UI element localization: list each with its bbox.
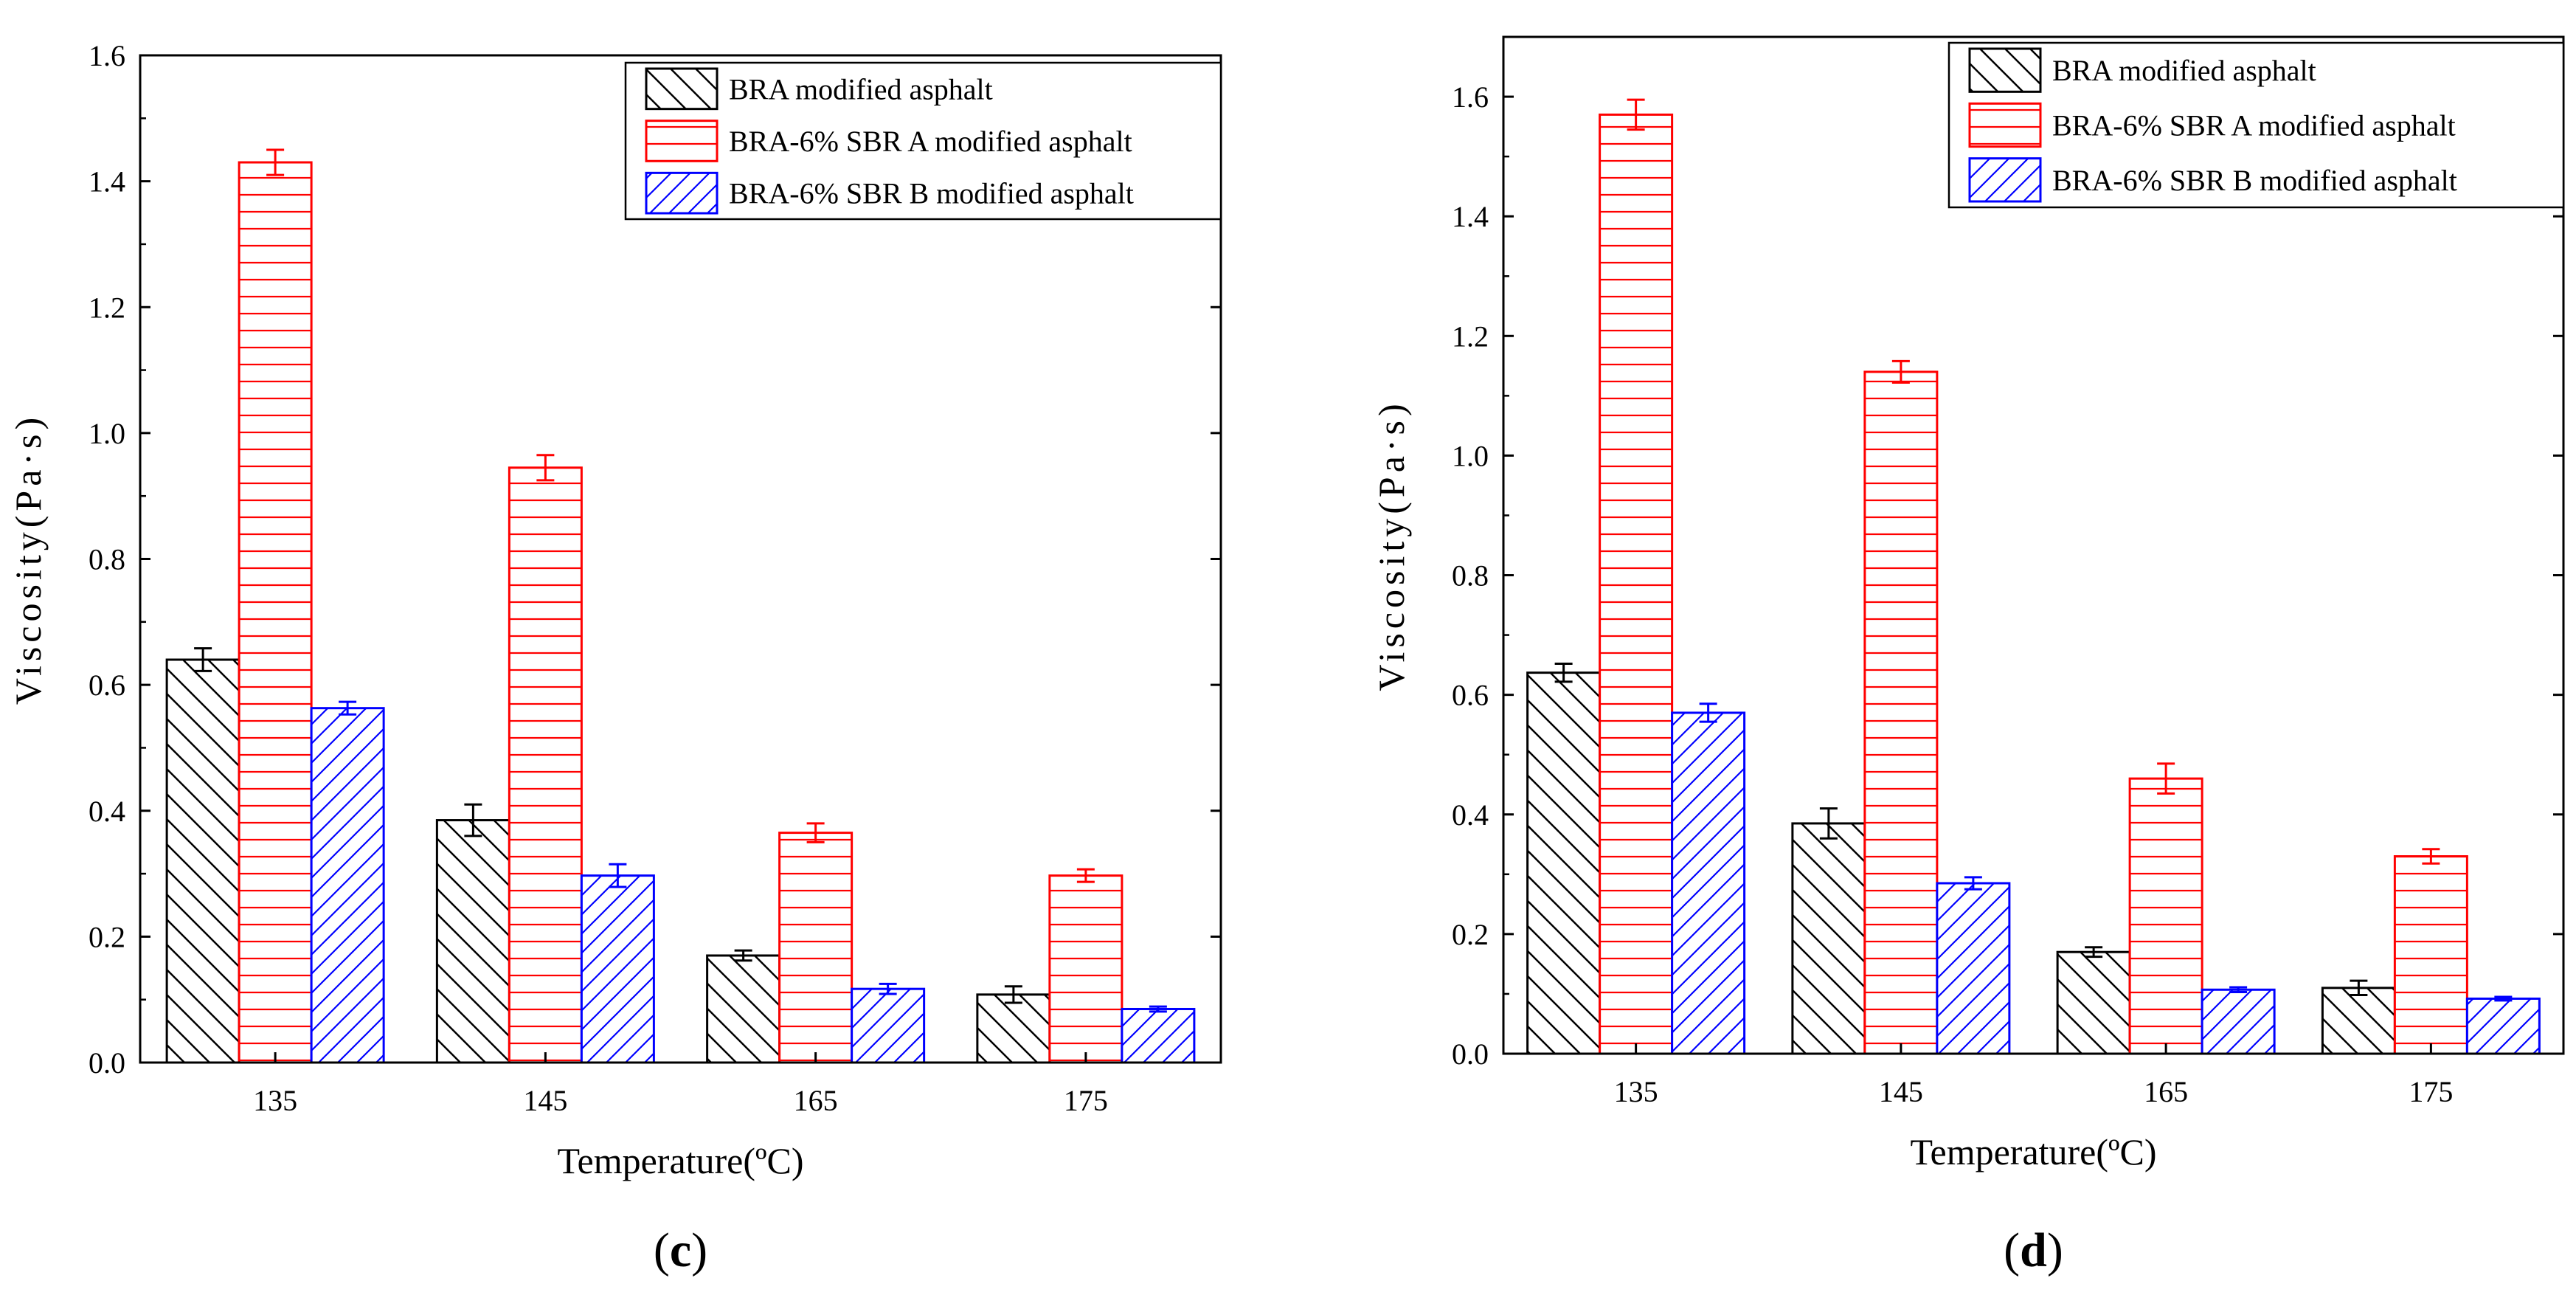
bar-sbr-a-165 [2128, 777, 2203, 1055]
y-tick-label: 1.2 [1452, 320, 1489, 353]
bars-group [165, 161, 1196, 1064]
x-tick-label: 165 [2144, 1075, 2188, 1108]
bar-bra-165 [706, 954, 781, 1064]
bar-sbr-b-135 [310, 707, 385, 1064]
x-axis: 135 145 165 175 [253, 1052, 1108, 1117]
bar-sbr-a-145 [1863, 370, 1939, 1055]
bar-sbr-a-175 [2393, 855, 2468, 1055]
bar-sbr-b-175 [1121, 1007, 1196, 1064]
bar-bra-145 [435, 819, 510, 1064]
y-tick-label: 1.2 [89, 291, 125, 324]
y-tick-label: 0.0 [89, 1046, 125, 1080]
legend: BRA modified asphalt BRA-6% SBR A modifi… [1947, 41, 2565, 209]
legend-label-sbr-b: BRA-6% SBR B modified asphalt [2052, 164, 2457, 197]
panel-letter: d [2020, 1223, 2047, 1277]
y-tick-label: 1.4 [1452, 200, 1489, 233]
bar-bra-135 [1526, 671, 1602, 1055]
y-axis-title: Viscosity(Pa·s) [1371, 399, 1412, 691]
bar-sbr-b-145 [580, 874, 655, 1064]
x-tick-label: 165 [794, 1084, 838, 1117]
legend-swatch-sbr-b [1968, 157, 2042, 203]
x-tick-label: 135 [253, 1084, 297, 1117]
bar-bra-165 [2056, 950, 2131, 1055]
bar-sbr-b-135 [1671, 711, 1746, 1055]
y-tick-label: 0.2 [1452, 918, 1489, 951]
bars-group [1526, 113, 2541, 1055]
legend: BRA modified asphalt BRA-6% SBR A modifi… [624, 61, 1222, 221]
x-tick-label: 145 [1879, 1075, 1923, 1108]
error-bars-group [194, 148, 1167, 1013]
bar-bra-175 [2321, 987, 2396, 1055]
x-axis: 135 145 165 175 [1614, 1043, 2453, 1108]
bar-sbr-a-165 [778, 832, 854, 1064]
legend-swatch-sbr-b [645, 171, 719, 215]
plot-frame [1502, 35, 2565, 1055]
panel-label: (c) [654, 1223, 707, 1277]
panel-letter: c [670, 1223, 691, 1277]
legend-swatch-bra [1968, 47, 2042, 93]
y-tick-label: 0.2 [89, 920, 125, 953]
y-tick-label: 0.6 [89, 669, 125, 702]
y-axis: 0.0 0.2 0.4 0.6 0.8 1.0 1.2 1.4 1.6 [1452, 80, 2563, 1071]
y-tick-label: 1.0 [1452, 439, 1489, 472]
legend-label-sbr-b: BRA-6% SBR B modified asphalt [729, 177, 1134, 210]
chart-panel-d: 0.0 0.2 0.4 0.6 0.8 1.0 1.2 1.4 1.6 135 145 165 175… [1371, 35, 2565, 1277]
y-tick-label: 1.6 [1452, 80, 1489, 114]
bar-sbr-b-145 [1936, 882, 2011, 1055]
bar-sbr-a-145 [508, 466, 583, 1064]
x-tick-label: 175 [1064, 1084, 1108, 1117]
y-tick-label: 0.4 [89, 795, 125, 828]
y-tick-label: 1.4 [89, 165, 125, 198]
y-tick-label: 1.6 [89, 39, 125, 72]
panel-label: (d) [2004, 1223, 2063, 1277]
y-axis-title: Viscosity(Pa·s) [7, 413, 49, 705]
error-bars-group [1554, 98, 2513, 1002]
bar-bra-135 [165, 658, 240, 1064]
bar-bra-145 [1791, 822, 1866, 1055]
x-tick-label: 135 [1614, 1075, 1658, 1108]
y-tick-label: 0.8 [89, 543, 125, 576]
legend-swatch-sbr-a [1968, 102, 2042, 148]
y-tick-label: 0.8 [1452, 559, 1489, 593]
legend-label-bra: BRA modified asphalt [729, 72, 993, 106]
y-tick-label: 0.4 [1452, 798, 1489, 832]
legend-swatch-sbr-a [645, 120, 719, 162]
y-axis: 0.0 0.2 0.4 0.6 0.8 1.0 1.2 1.4 1.6 [89, 39, 1221, 1080]
bar-bra-175 [976, 993, 1051, 1064]
chart-panel-c: 0.0 0.2 0.4 0.6 0.8 1.0 1.2 1.4 1.6 135 145 165 175… [7, 39, 1222, 1277]
y-tick-label: 1.0 [89, 417, 125, 450]
y-tick-label: 0.0 [1452, 1037, 1489, 1071]
bar-sbr-b-175 [2465, 997, 2541, 1055]
bar-sbr-b-165 [2201, 988, 2276, 1055]
legend-label-sbr-a: BRA-6% SBR A modified asphalt [2052, 109, 2456, 142]
x-tick-label: 175 [2409, 1075, 2453, 1108]
x-axis-title: Temperature(ºC) [1910, 1131, 2156, 1172]
legend-box [1947, 41, 2565, 209]
legend-box [624, 61, 1222, 221]
y-tick-label: 0.6 [1452, 679, 1489, 712]
bar-sbr-b-165 [851, 987, 926, 1064]
legend-label-bra: BRA modified asphalt [2052, 54, 2316, 87]
x-axis-title: Temperature(ºC) [557, 1140, 803, 1181]
bar-sbr-a-135 [1599, 113, 1674, 1055]
legend-swatch-bra [645, 67, 719, 111]
bar-sbr-a-175 [1048, 874, 1123, 1064]
bar-sbr-a-135 [238, 161, 313, 1064]
legend-label-sbr-a: BRA-6% SBR A modified asphalt [729, 125, 1132, 158]
x-tick-label: 145 [523, 1084, 567, 1117]
